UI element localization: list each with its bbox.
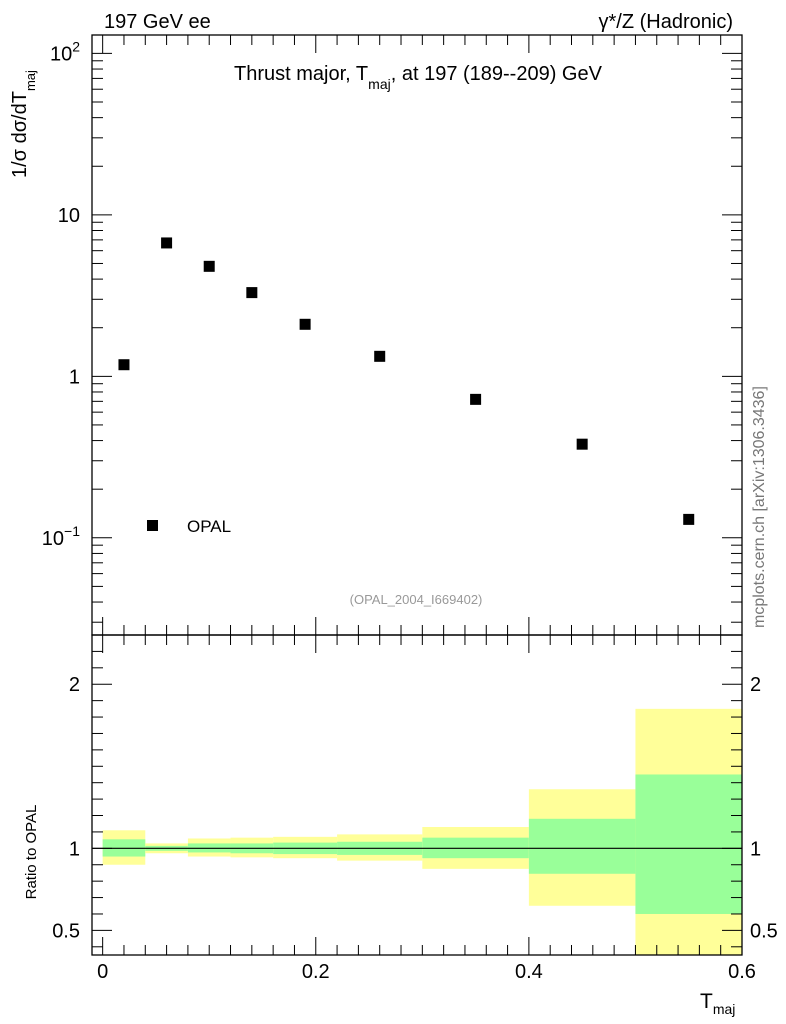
data-point: [161, 237, 173, 249]
x-tick-label: 0: [97, 961, 108, 983]
ratio-bands: [102, 708, 742, 955]
main-y-tick-label-base: 10: [58, 205, 80, 227]
main-title: Thrust major, Tmaj, at 197 (189--209) Ge…: [234, 63, 603, 92]
main-y-tick-label-base: 10: [42, 528, 64, 550]
main-y-tick-label: 102: [50, 38, 80, 65]
main-frame: [91, 34, 743, 636]
main-y-label-pre: 1/σ dσ/dT: [9, 91, 31, 178]
ratio-ticks: 0.5 0.5 1 1 2 2 0 0.2 0.4 0.6: [52, 635, 778, 983]
x-tick-label: 0.2: [302, 961, 330, 983]
main-title-sub: maj: [368, 76, 391, 92]
ratio-y-tick-label-right: 2: [750, 674, 761, 696]
main-data-points: [118, 237, 695, 525]
x-tick-label: 0.4: [515, 961, 543, 983]
main-panel: Thrust major, Tmaj, at 197 (189--209) Ge…: [42, 34, 743, 636]
ratio-panel: 0.5 0.5 1 1 2 2 0 0.2 0.4 0.6: [52, 634, 778, 983]
header-right: γ*/Z (Hadronic): [599, 11, 733, 33]
data-point: [246, 287, 258, 299]
legend-marker-opal: [147, 520, 158, 531]
x-axis-label-sub: maj: [713, 1001, 736, 1017]
data-point: [374, 350, 386, 362]
data-point: [203, 260, 215, 272]
main-y-tick-label-base: 10: [50, 43, 72, 65]
ratio-band-inner: [635, 774, 742, 914]
x-axis-label: Tmaj: [700, 990, 735, 1017]
side-label: mcplots.cern.ch [arXiv:1306.3436]: [751, 386, 768, 628]
ratio-y-tick-label-left: 2: [69, 674, 80, 696]
main-y-tick-label-exp: −1: [64, 523, 80, 539]
ratio-y-tick-label-left: 0.5: [52, 920, 80, 942]
data-point: [118, 359, 130, 371]
main-title-post: , at 197 (189--209) GeV: [391, 63, 603, 85]
ratio-y-tick-label-left: 1: [69, 838, 80, 860]
main-y-tick-label: 10: [58, 205, 80, 227]
x-tick-label: 0.6: [728, 961, 756, 983]
ratio-band-inner: [528, 818, 636, 874]
main-y-tick-label: 1: [69, 366, 80, 388]
x-axis-label-pre: T: [700, 990, 713, 1013]
main-y-tick-label-exp: 2: [72, 38, 80, 54]
ratio-frame: [91, 634, 743, 956]
ratio-y-label: Ratio to OPAL: [23, 805, 40, 900]
main-y-tick-label-base: 1: [69, 366, 80, 388]
ratio-y-tick-label-right: 0.5: [750, 920, 778, 942]
main-y-label-sub: maj: [23, 70, 38, 91]
analysis-annotation: (OPAL_2004_I669402): [350, 592, 483, 607]
legend: OPAL: [147, 517, 231, 536]
header-left: 197 GeV ee: [104, 11, 211, 33]
data-point: [576, 438, 588, 450]
data-point: [470, 393, 482, 405]
main-title-pre: Thrust major, T: [234, 63, 368, 85]
data-point: [299, 318, 311, 330]
main-y-tick-label: 10−1: [42, 523, 80, 550]
data-point: [683, 513, 695, 525]
legend-label-opal: OPAL: [187, 517, 231, 536]
ratio-y-tick-label-right: 1: [750, 838, 761, 860]
main-y-label: 1/σ dσ/dTmaj: [9, 70, 38, 178]
